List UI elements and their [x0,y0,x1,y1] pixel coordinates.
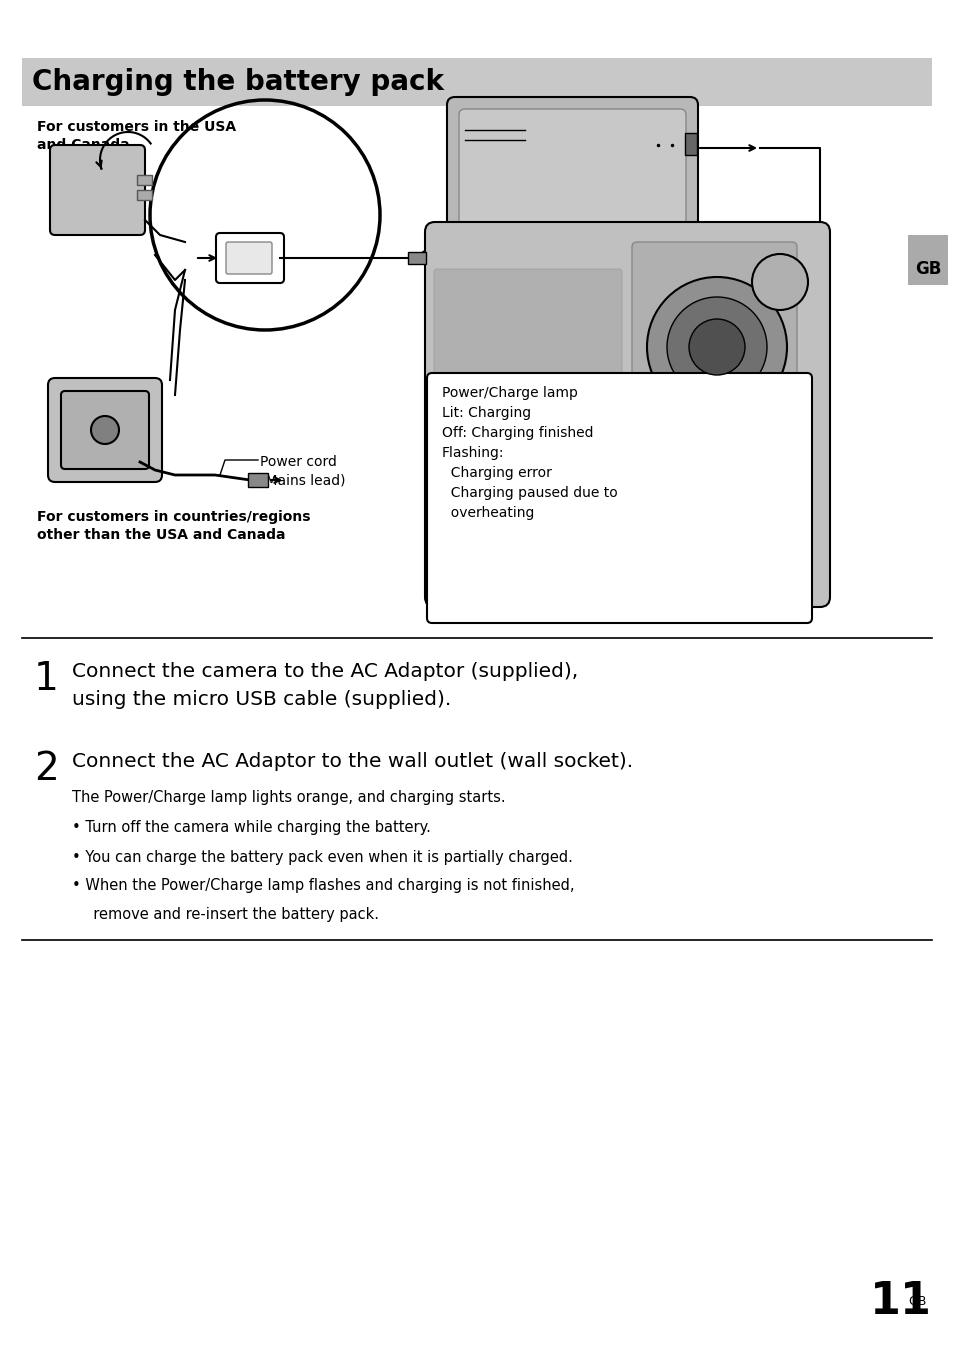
Bar [248,473,268,487]
Text: For customers in the USA
and Canada: For customers in the USA and Canada [37,120,236,152]
Text: using the micro USB cable (supplied).: using the micro USB cable (supplied). [71,690,451,709]
Text: Power cord
(Mains lead): Power cord (Mains lead) [260,455,345,487]
Text: • You can charge the battery pack even when it is partially charged.: • You can charge the battery pack even w… [71,850,572,865]
FancyBboxPatch shape [631,242,796,452]
Bar [684,133,697,155]
FancyBboxPatch shape [434,269,621,405]
Circle shape [688,319,744,375]
Circle shape [666,297,766,397]
Circle shape [646,277,786,417]
Text: GB: GB [907,1295,926,1307]
FancyBboxPatch shape [427,373,811,623]
FancyBboxPatch shape [226,242,272,274]
FancyBboxPatch shape [447,97,698,238]
Text: 1: 1 [34,660,59,698]
Text: 2: 2 [34,751,59,788]
FancyBboxPatch shape [48,378,162,482]
Bar [137,175,152,186]
Circle shape [91,416,119,444]
Text: • Turn off the camera while charging the battery.: • Turn off the camera while charging the… [71,820,431,835]
Text: GB: GB [914,260,941,278]
FancyBboxPatch shape [215,233,284,282]
Text: • When the Power/Charge lamp flashes and charging is not finished,: • When the Power/Charge lamp flashes and… [71,878,574,893]
FancyBboxPatch shape [424,222,829,607]
Bar [408,252,426,264]
FancyBboxPatch shape [50,145,145,235]
Text: Connect the camera to the AC Adaptor (supplied),: Connect the camera to the AC Adaptor (su… [71,662,578,681]
Text: For customers in countries/regions
other than the USA and Canada: For customers in countries/regions other… [37,510,310,542]
Circle shape [751,254,807,309]
Bar [22,58,931,106]
Bar [907,235,947,285]
Bar [137,190,152,200]
Text: Power/Charge lamp
Lit: Charging
Off: Charging finished
Flashing:
  Charging erro: Power/Charge lamp Lit: Charging Off: Cha… [441,386,618,521]
Text: Charging the battery pack: Charging the battery pack [32,69,443,95]
Text: remove and re-insert the battery pack.: remove and re-insert the battery pack. [84,907,378,923]
Text: The Power/Charge lamp lights orange, and charging starts.: The Power/Charge lamp lights orange, and… [71,790,505,806]
FancyBboxPatch shape [61,391,149,469]
FancyBboxPatch shape [458,109,685,226]
Text: Connect the AC Adaptor to the wall outlet (wall socket).: Connect the AC Adaptor to the wall outle… [71,752,633,771]
Text: 11: 11 [869,1280,931,1323]
